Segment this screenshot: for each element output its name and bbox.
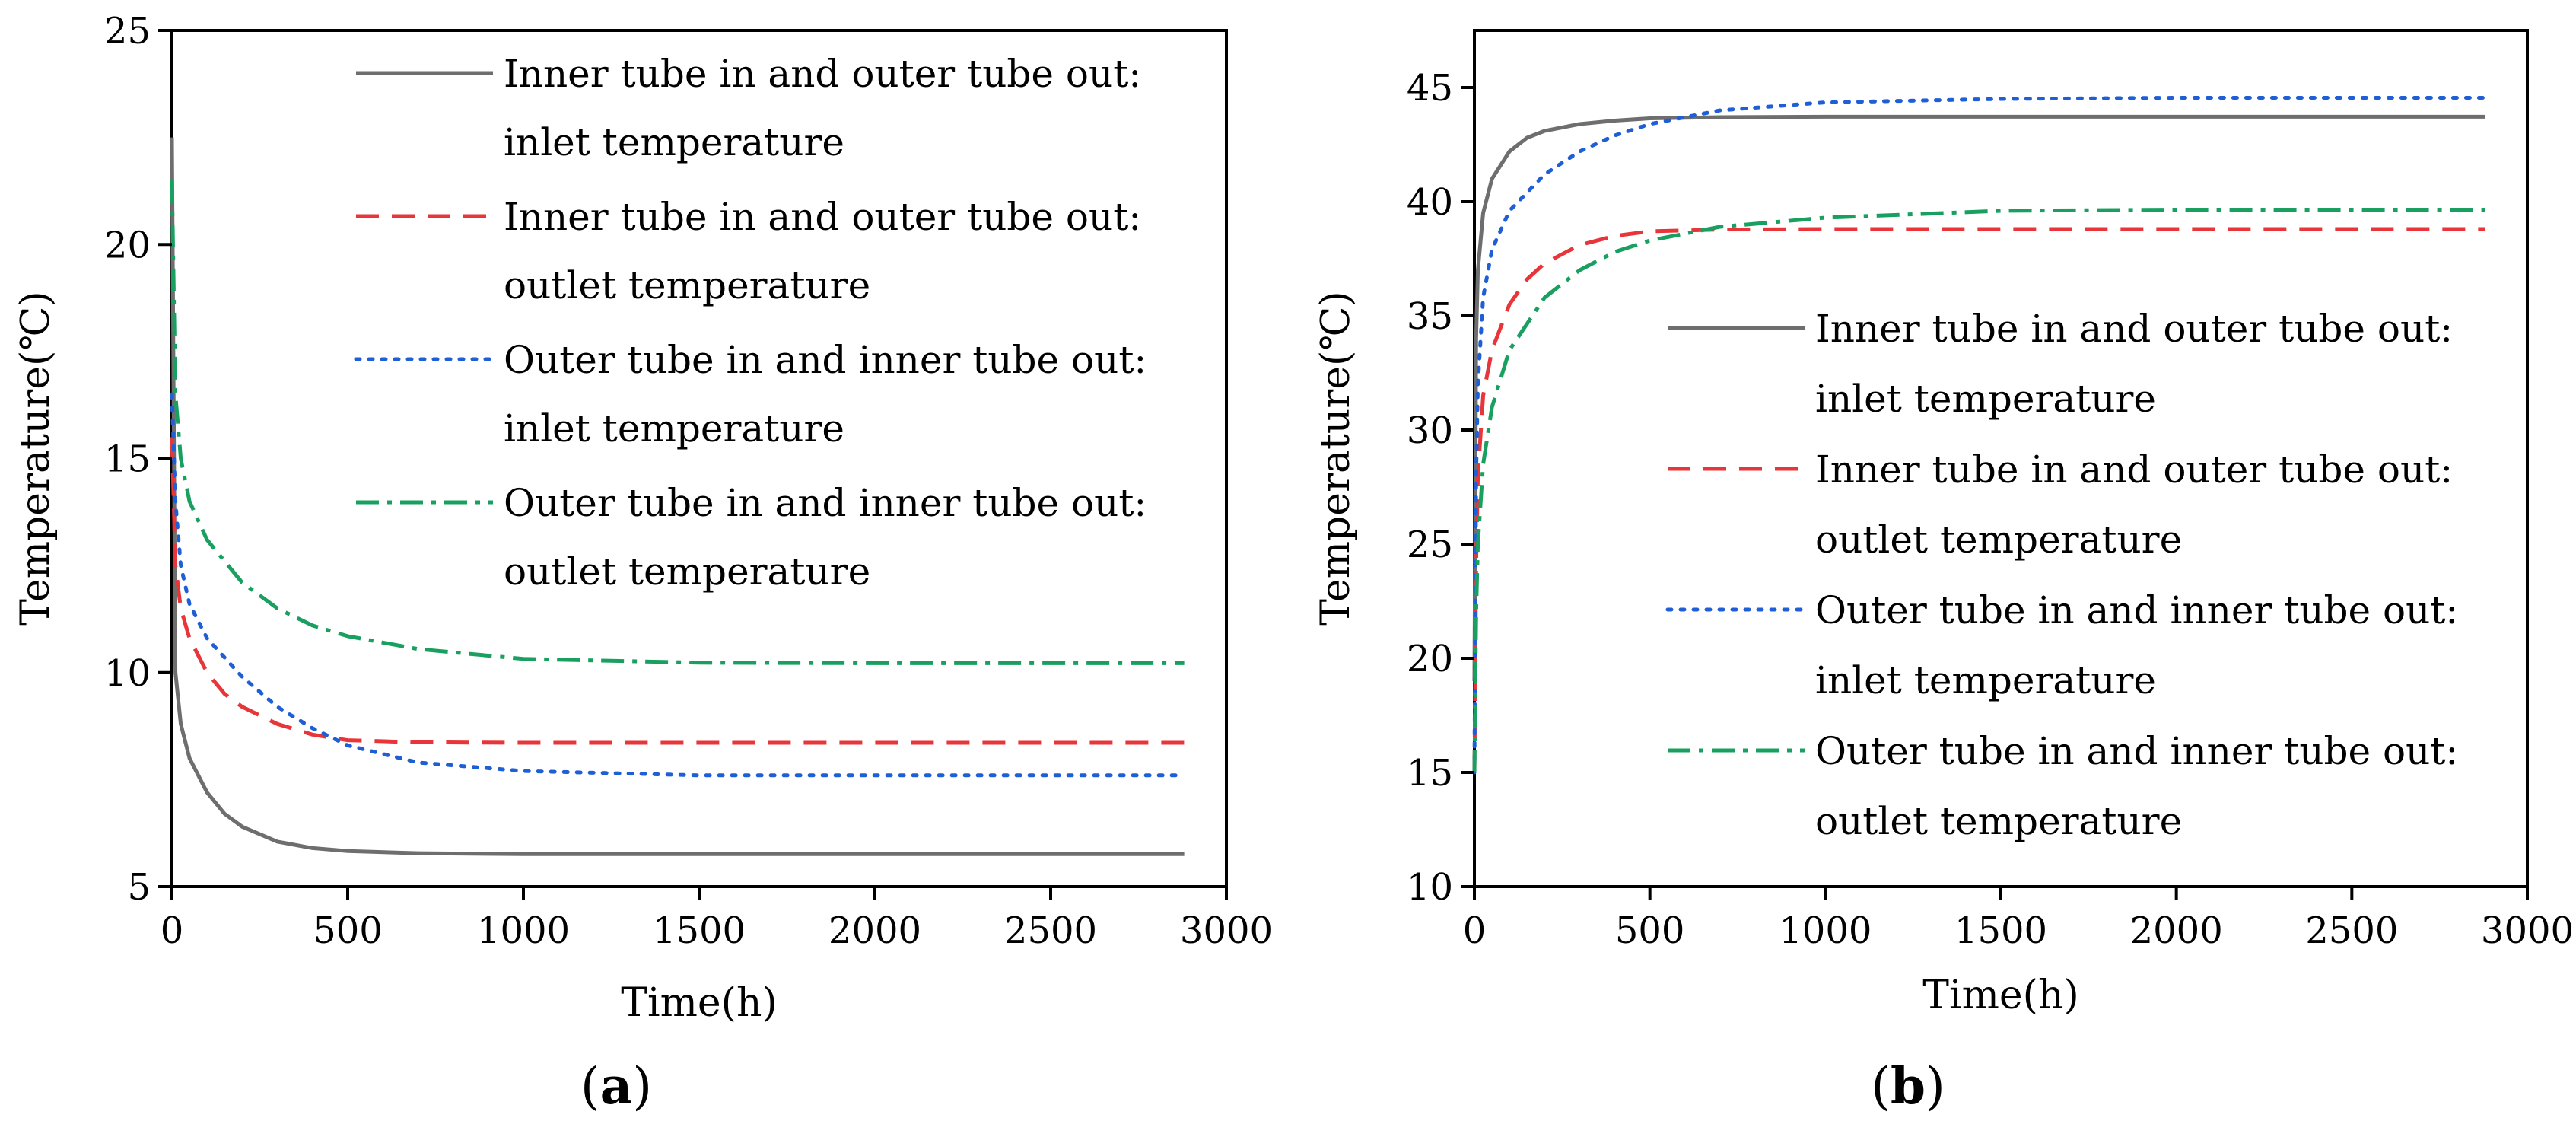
x-tick-label: 1500	[1954, 909, 2047, 952]
x-tick-label: 1500	[653, 909, 746, 952]
x-tick-label: 3000	[1180, 909, 1273, 952]
series-line-s1	[1472, 114, 2485, 682]
x-tick-label: 2500	[2305, 909, 2398, 952]
series-line-s3	[1472, 96, 2488, 775]
y-tick-label: 25	[1407, 524, 1453, 566]
y-tick-label: 35	[1407, 295, 1453, 338]
legend-label-s3-line2: inlet temperature	[1815, 658, 2156, 702]
legend-label-s3-line1: Outer tube in and inner tube out:	[1815, 588, 2458, 632]
x-tick-label: 500	[313, 909, 383, 952]
chart-b: 0 500 1000 1500 2000 2500 3000 10 15 20 25 30 35 40 45…	[1313, 29, 2574, 1116]
x-axis-title: Time(h)	[1922, 973, 2078, 1018]
y-tick-label: 30	[1407, 409, 1453, 452]
legend-label-s4-line1: Outer tube in and inner tube out:	[504, 481, 1146, 525]
x-tick-label: 1000	[477, 909, 570, 952]
x-tick-label: 500	[1615, 909, 1685, 952]
legend-label-s4-line2: outlet temperature	[504, 549, 870, 594]
legend-label-s3-line2: inlet temperature	[504, 406, 844, 451]
legend-label-s2-line2: outlet temperature	[1815, 518, 2182, 562]
y-tick-label: 45	[1407, 67, 1453, 110]
x-tick-label: 2500	[1004, 909, 1097, 952]
y-tick-label: 40	[1407, 181, 1453, 224]
x-tick-label: 2000	[828, 909, 921, 952]
series-line-s1	[170, 137, 1185, 856]
y-tick-label: 10	[1407, 866, 1453, 909]
panel-label: (b)	[1871, 1056, 1945, 1116]
x-tick-label: 3000	[2481, 909, 2574, 952]
x-axis-title: Time(h)	[621, 980, 777, 1026]
panel-letter: b	[1891, 1056, 1926, 1116]
legend-label-s2-line1: Inner tube in and outer tube out:	[504, 195, 1141, 239]
chart-a: 0 500 1000 1500 2000 2500 3000 5 10 15 20 25 Inner …	[13, 10, 1273, 1116]
series-line-s2	[1472, 227, 2485, 773]
y-tick-label: 20	[104, 224, 151, 266]
legend-label-s1-line2: inlet temperature	[504, 120, 844, 164]
y-axis-title: Temperature(℃)	[13, 291, 59, 625]
y-tick-label: 10	[104, 652, 151, 695]
series-line-s4	[170, 180, 1185, 665]
series-line-s3	[170, 392, 1187, 778]
y-axis-title: Temperature(℃)	[1313, 291, 1359, 625]
legend-label-s4-line1: Outer tube in and inner tube out:	[1815, 729, 2458, 773]
x-tick-label: 1000	[1779, 909, 1872, 952]
series-line-s4	[1472, 208, 2485, 773]
x-tick-label: 0	[161, 909, 184, 952]
x-tick-label: 0	[1463, 909, 1487, 952]
legend-label-s1-line2: inlet temperature	[1815, 377, 2156, 421]
panel-label: (a)	[580, 1056, 652, 1116]
legend-label-s1-line1: Inner tube in and outer tube out:	[1815, 307, 2453, 351]
legend-label-s3-line1: Outer tube in and inner tube out:	[504, 338, 1146, 382]
y-tick-label: 5	[127, 866, 151, 909]
legend-label-s2-line1: Inner tube in and outer tube out:	[1815, 447, 2453, 492]
legend-label-s4-line2: outlet temperature	[1815, 799, 2182, 843]
y-tick-label: 20	[1407, 638, 1453, 680]
legend-label-s1-line1: Inner tube in and outer tube out:	[504, 52, 1141, 96]
panel-letter: a	[600, 1056, 633, 1116]
y-tick-label: 15	[1407, 752, 1453, 795]
y-tick-label: 15	[104, 438, 151, 481]
legend-label-s2-line2: outlet temperature	[504, 263, 870, 307]
y-tick-label: 25	[104, 10, 151, 53]
x-tick-label: 2000	[2130, 909, 2223, 952]
